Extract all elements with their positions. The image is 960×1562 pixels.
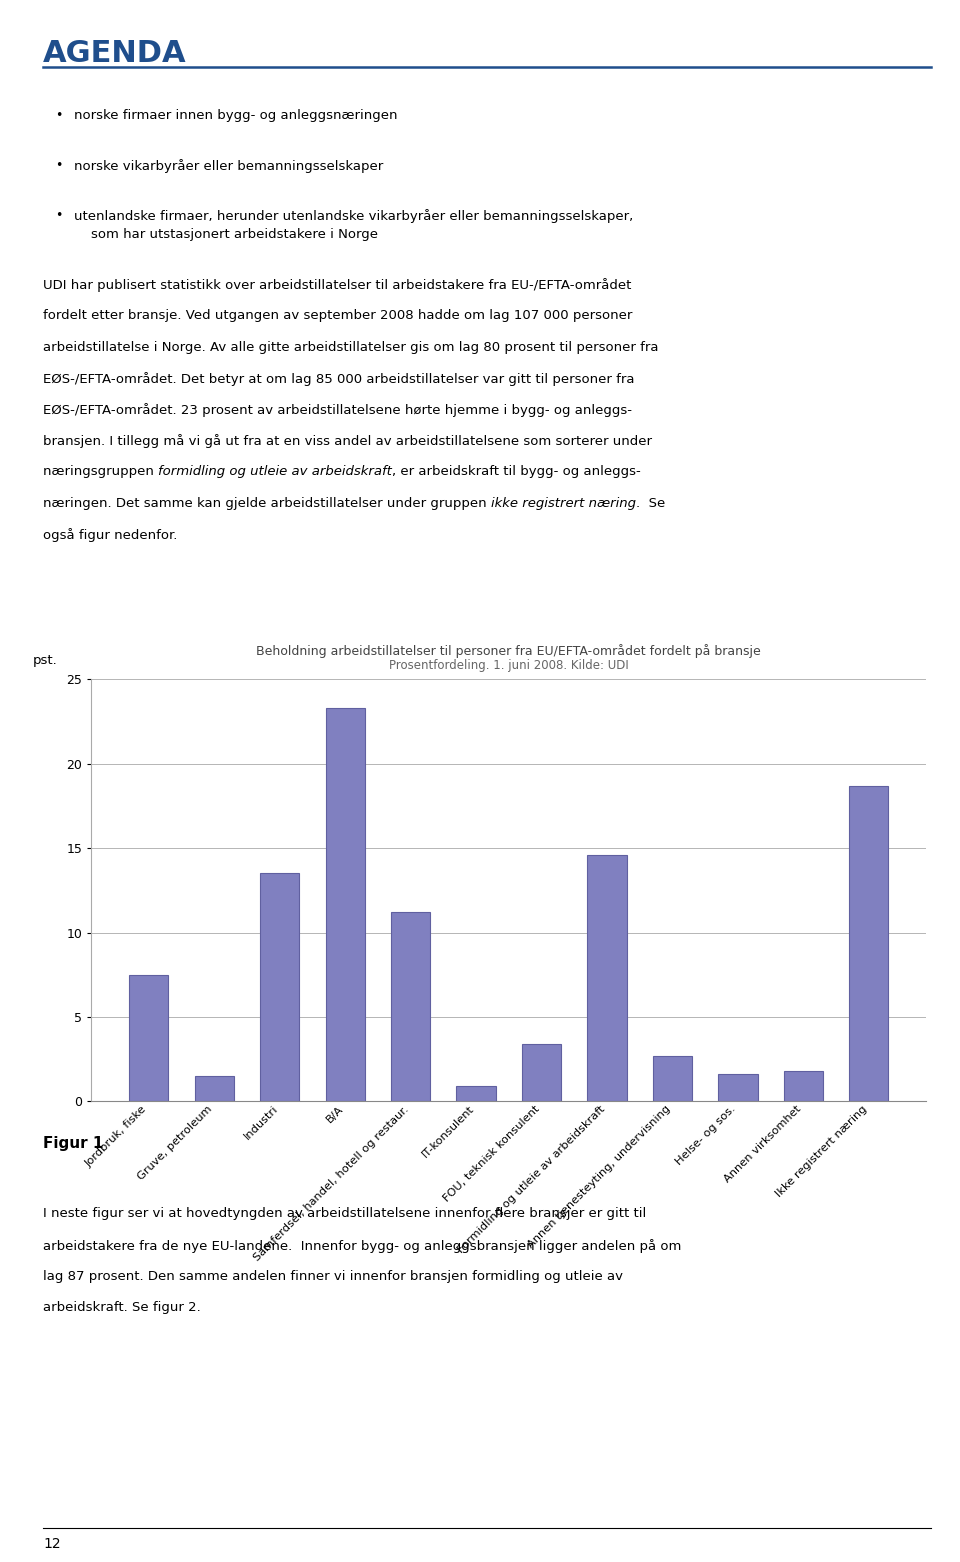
Bar bbox=[260, 873, 300, 1101]
Text: arbeidstakere fra de nye EU-landene.  Innenfor bygg- og anleggsbransjen ligger a: arbeidstakere fra de nye EU-landene. Inn… bbox=[43, 1239, 682, 1253]
Bar bbox=[783, 1072, 823, 1101]
Bar bbox=[325, 708, 365, 1101]
Text: arbeidstillatelse i Norge. Av alle gitte arbeidstillatelser gis om lag 80 prosen: arbeidstillatelse i Norge. Av alle gitte… bbox=[43, 341, 659, 353]
Text: arbeidskraft. Se figur 2.: arbeidskraft. Se figur 2. bbox=[43, 1301, 201, 1314]
Text: 12: 12 bbox=[43, 1537, 60, 1551]
Bar bbox=[718, 1075, 757, 1101]
Text: lag 87 prosent. Den samme andelen finner vi innenfor bransjen formidling og utle: lag 87 prosent. Den samme andelen finner… bbox=[43, 1270, 623, 1282]
Text: Beholdning arbeidstillatelser til personer fra EU/EFTA-området fordelt på bransj: Beholdning arbeidstillatelser til person… bbox=[256, 644, 761, 658]
Text: norske firmaer innen bygg- og anleggsnæringen: norske firmaer innen bygg- og anleggsnær… bbox=[74, 109, 397, 122]
Text: også figur nedenfor.: også figur nedenfor. bbox=[43, 528, 178, 542]
Text: Prosentfordeling. 1. juni 2008. Kilde: UDI: Prosentfordeling. 1. juni 2008. Kilde: U… bbox=[389, 659, 629, 672]
Text: •: • bbox=[55, 159, 62, 172]
Text: EØS-/EFTA-området. 23 prosent av arbeidstillatelsene hørte hjemme i bygg- og anl: EØS-/EFTA-området. 23 prosent av arbeids… bbox=[43, 403, 633, 417]
Text: AGENDA: AGENDA bbox=[43, 39, 187, 69]
Text: EØS-/EFTA-området. Det betyr at om lag 85 000 arbeidstillatelser var gitt til pe: EØS-/EFTA-området. Det betyr at om lag 8… bbox=[43, 372, 635, 386]
Bar bbox=[456, 1086, 495, 1101]
Bar bbox=[850, 786, 888, 1101]
Text: næringsgruppen: næringsgruppen bbox=[43, 465, 158, 478]
Text: •: • bbox=[55, 209, 62, 222]
Y-axis label: pst.: pst. bbox=[33, 654, 58, 667]
Text: Figur 1: Figur 1 bbox=[43, 1136, 104, 1151]
Text: norske vikarbyråer eller bemanningsselskaper: norske vikarbyråer eller bemanningsselsk… bbox=[74, 159, 383, 173]
Bar bbox=[195, 1076, 234, 1101]
Text: fordelt etter bransje. Ved utgangen av september 2008 hadde om lag 107 000 perso: fordelt etter bransje. Ved utgangen av s… bbox=[43, 309, 633, 322]
Text: •: • bbox=[55, 109, 62, 122]
Text: , er arbeidskraft til bygg- og anleggs-: , er arbeidskraft til bygg- og anleggs- bbox=[393, 465, 641, 478]
Bar bbox=[130, 975, 168, 1101]
Bar bbox=[588, 854, 627, 1101]
Text: næringen. Det samme kan gjelde arbeidstillatelser under gruppen: næringen. Det samme kan gjelde arbeidsti… bbox=[43, 497, 492, 509]
Text: utenlandske firmaer, herunder utenlandske vikarbyråer eller bemanningsselskaper,: utenlandske firmaer, herunder utenlandsk… bbox=[74, 209, 634, 241]
Bar bbox=[653, 1056, 692, 1101]
Text: bransjen. I tillegg må vi gå ut fra at en viss andel av arbeidstillatelsene som : bransjen. I tillegg må vi gå ut fra at e… bbox=[43, 434, 652, 448]
Bar bbox=[522, 1043, 562, 1101]
Text: .  Se: . Se bbox=[636, 497, 665, 509]
Text: ikke registrert næring: ikke registrert næring bbox=[492, 497, 636, 509]
Bar bbox=[391, 912, 430, 1101]
Text: UDI har publisert statistikk over arbeidstillatelser til arbeidstakere fra EU-/E: UDI har publisert statistikk over arbeid… bbox=[43, 278, 632, 292]
Text: I neste figur ser vi at hovedtyngden av arbeidstillatelsene innenfor flere brans: I neste figur ser vi at hovedtyngden av … bbox=[43, 1207, 646, 1220]
Text: formidling og utleie av arbeidskraft: formidling og utleie av arbeidskraft bbox=[158, 465, 393, 478]
